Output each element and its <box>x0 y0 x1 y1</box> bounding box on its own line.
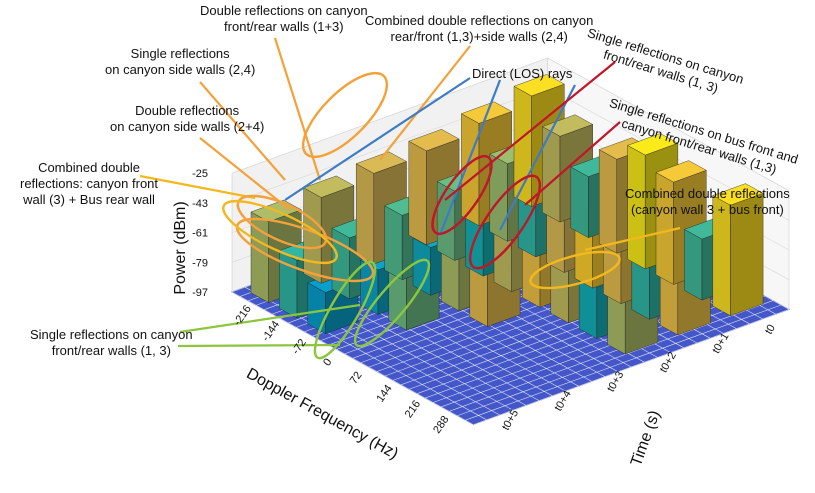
annotation-leader <box>199 137 291 211</box>
annotation-leader <box>499 84 576 231</box>
annotation-ellipse <box>222 199 338 265</box>
x-tick-label: -144 <box>260 319 282 344</box>
gridline <box>231 57 790 191</box>
annotation-leaders <box>139 37 681 360</box>
annotation-leader <box>524 121 621 206</box>
annotation-single-side: Single reflections on canyon side walls … <box>105 46 256 77</box>
annotation-leader <box>444 61 616 201</box>
y-axis-label: Time (s) <box>628 408 664 468</box>
bar-front-face <box>408 140 427 246</box>
bar-top-face <box>712 183 764 206</box>
annotation-leader <box>438 79 502 236</box>
x-tick-label: -72 <box>290 337 309 357</box>
annotation-leader <box>379 45 471 161</box>
x-tick-label: 144 <box>374 383 394 405</box>
z-tick-label: -61 <box>192 228 208 240</box>
x-tick-label: 72 <box>348 370 365 387</box>
annotation-double-front-rear: Double reflections on canyon front/rear … <box>200 3 368 34</box>
bar-t0-288 <box>712 183 764 317</box>
annotation-leader <box>177 343 341 348</box>
annotation-ellipse <box>468 174 542 270</box>
x-tick-label: -216 <box>231 303 253 328</box>
annotation-direct-los: Direct (LOS) rays <box>472 66 573 81</box>
bar-front-face <box>513 85 532 207</box>
x-tick-label: 288 <box>431 414 451 436</box>
annotation-double-side: Double reflections on canyon side walls … <box>110 103 265 134</box>
bar-top-face <box>513 74 565 97</box>
bar-front-face <box>570 166 589 239</box>
annotation-leader <box>199 81 286 181</box>
bar-top-face <box>355 151 407 174</box>
z-tick-label: -97 <box>192 287 208 299</box>
bar-front-face <box>599 149 617 254</box>
bar-top-face <box>408 129 460 152</box>
chart-bars <box>250 74 764 355</box>
bar-top-face <box>541 114 594 137</box>
annotation-ellipse <box>353 258 431 348</box>
annotation-combined-bus-rear: Combined double reflections: canyon fron… <box>20 160 159 207</box>
bar-top-face <box>627 133 679 156</box>
z-tick-label: -79 <box>192 257 208 269</box>
bar-front-face <box>384 205 403 281</box>
x-axis-label: Doppler Frequency (Hz) <box>243 365 401 463</box>
x-tick-label: 216 <box>403 398 423 420</box>
floor-gridline <box>231 291 474 425</box>
annotation-combined-bus-front: Combined double reflections (canyon wall… <box>625 186 790 217</box>
annotation-combined-side: Combined double reflections on canyon re… <box>365 13 594 44</box>
z-tick-label: -25 <box>192 168 208 180</box>
bar-front-face <box>303 187 322 284</box>
annotation-leader <box>139 174 256 200</box>
bar-front-face <box>279 250 298 319</box>
bar-front-face <box>356 163 374 265</box>
bar-top-face <box>655 160 707 183</box>
bar-top-face <box>303 175 355 198</box>
annotation-ellipse <box>301 71 389 159</box>
x-tick-label: 0 <box>321 356 334 368</box>
z-tick-label: -43 <box>192 198 208 210</box>
y-tick-label: t0 <box>763 323 778 337</box>
annotation-ellipse <box>235 217 375 283</box>
annotation-ellipse <box>313 260 377 360</box>
annotation-leader <box>584 226 681 252</box>
annotation-ellipse <box>431 155 493 235</box>
annotation-ellipse <box>529 250 621 290</box>
annotation-leader <box>284 77 471 201</box>
bar-front-face <box>684 229 703 301</box>
annotation-single-front-rear-bottom: Single reflections on canyon front/rear … <box>30 327 193 358</box>
z-axis-label: Power (dBm) <box>172 201 189 294</box>
